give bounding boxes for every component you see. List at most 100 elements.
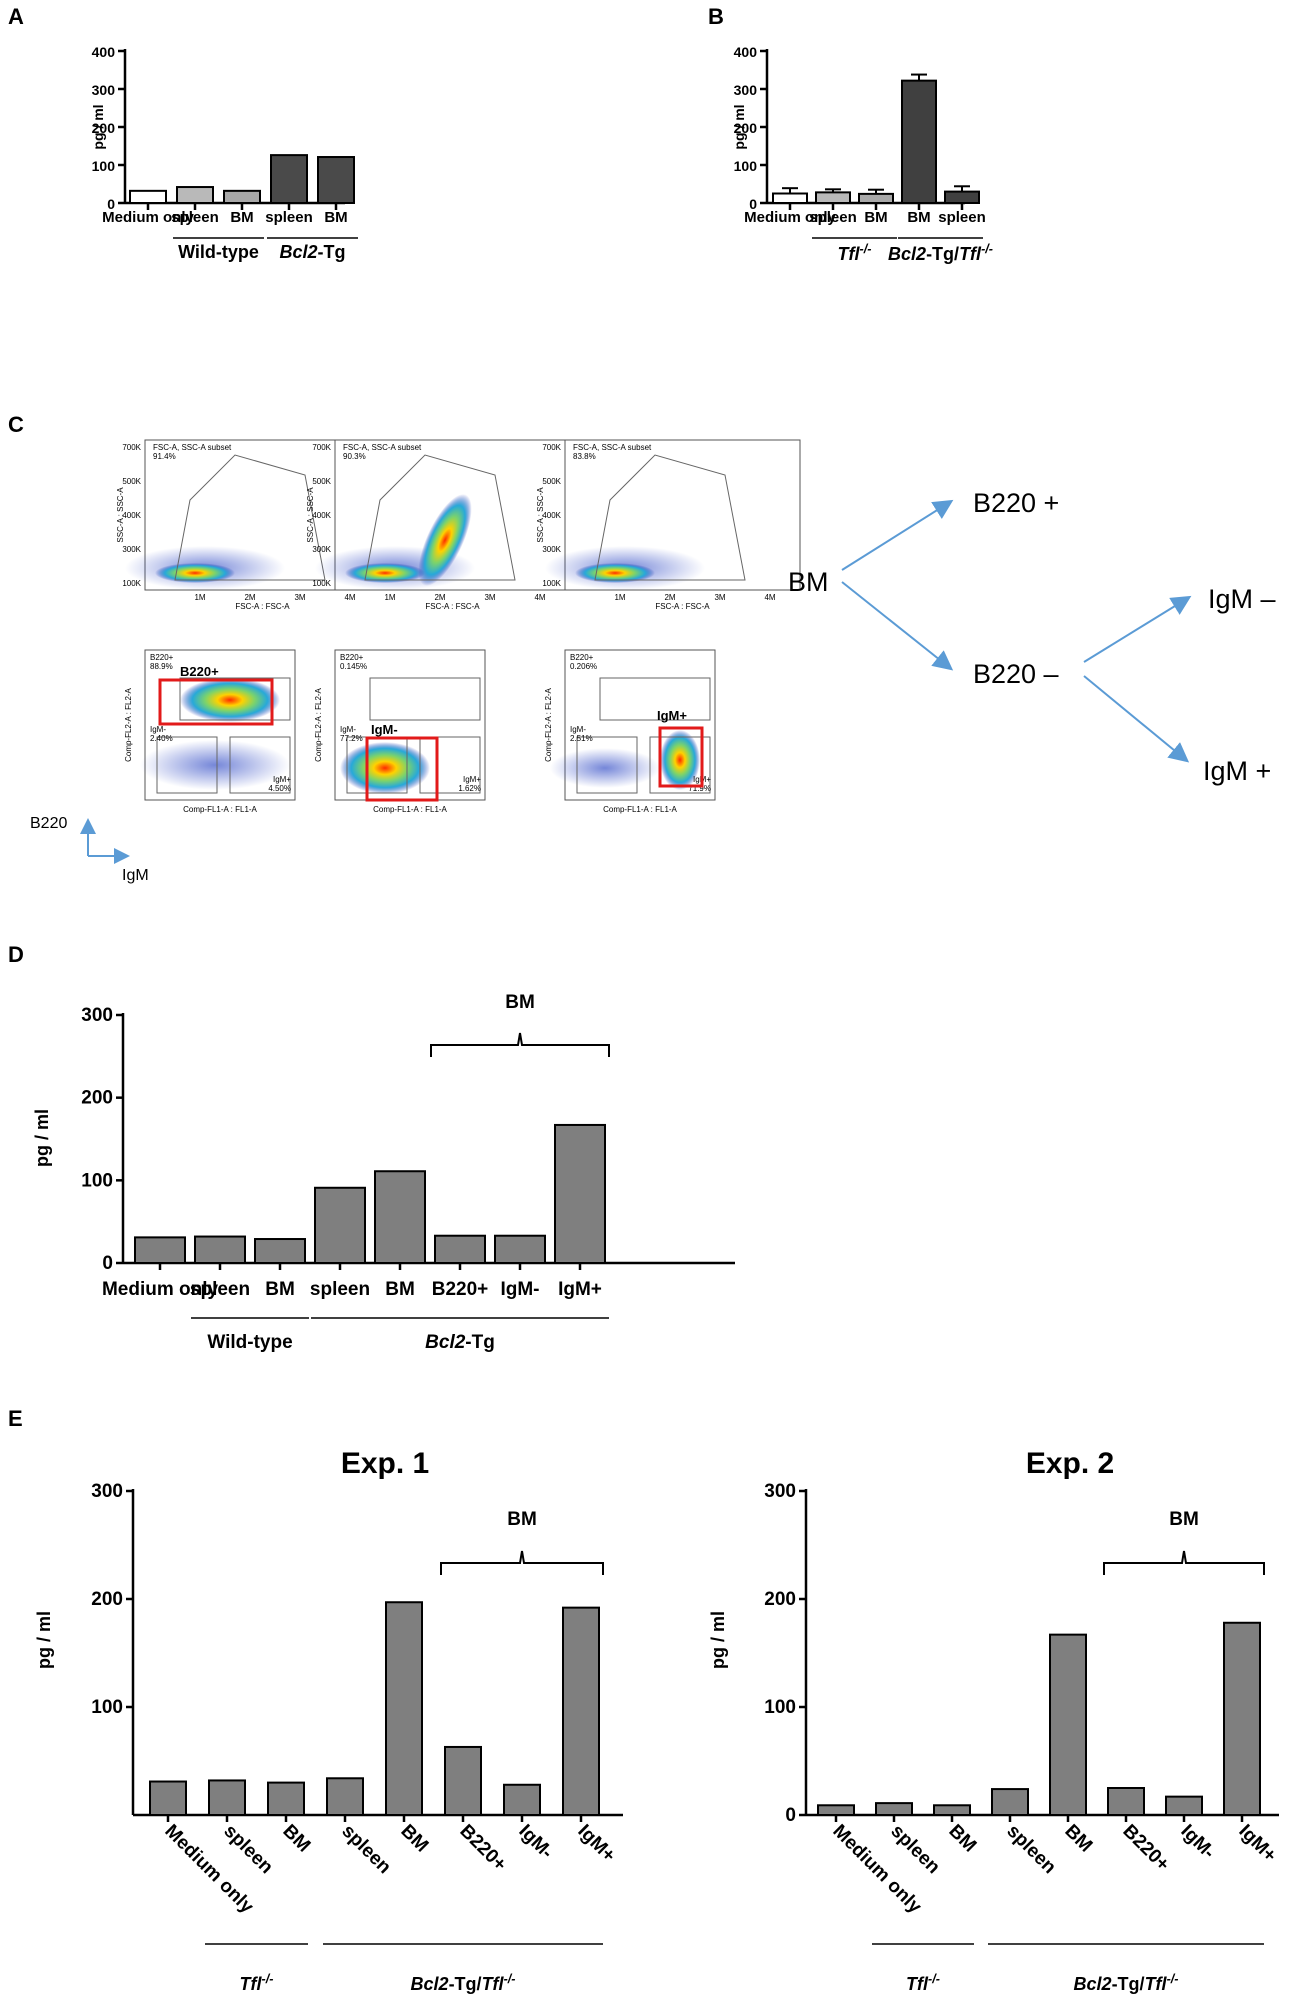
y-tick-label: 300K <box>312 545 331 554</box>
category-label: BM <box>385 1279 415 1300</box>
event-cloud <box>140 740 290 790</box>
axis-key-igm: IgM <box>122 867 149 884</box>
igm-plus-gate-name: IgM+ <box>463 775 481 784</box>
panel-letter-e: E <box>8 1406 23 1431</box>
y-tick-label: 0 <box>749 196 757 212</box>
gate-igm-minus <box>576 736 638 794</box>
x-tick-label: 2M <box>244 593 255 602</box>
y-tick-label: 300 <box>734 82 758 98</box>
category-label: Medium only <box>102 1279 219 1300</box>
x-axis-label: FSC-A : FSC-A <box>655 602 710 611</box>
group-label-part: Bcl2 <box>411 1974 449 1994</box>
category-label: BM <box>907 209 930 226</box>
y-axis-label: pg / ml <box>32 1109 52 1167</box>
y-axis-label: pg / ml <box>90 104 106 149</box>
y-tick-label: 100 <box>734 158 758 174</box>
bar-1 <box>134 1236 186 1264</box>
b220-igm-plot-3: B220+0.206%IgM-2.51%IgM+71.9%IgM+Comp-FL… <box>544 649 716 814</box>
event-density <box>660 730 700 790</box>
category-label: spleen <box>1002 1821 1059 1878</box>
bracket <box>1103 1550 1265 1575</box>
category-label: BM <box>265 1279 295 1300</box>
x-tick-label: 2M <box>664 593 675 602</box>
gate-percent: 91.4% <box>153 452 176 461</box>
y-tick-label: 300 <box>91 1481 123 1502</box>
igm-plus-gate-pct: 1.62% <box>458 784 481 793</box>
category-label: IgM+ <box>558 1279 602 1300</box>
panel-letter-b: B <box>708 4 724 29</box>
y-axis-label: Comp-FL2-A : FL2-A <box>124 687 133 761</box>
flow-scatter-row: FSC-A, SSC-A subset91.4%700K500K400K300K… <box>116 439 801 611</box>
y-tick-label: 700K <box>542 443 561 452</box>
x-axis-label: FSC-A : FSC-A <box>425 602 480 611</box>
group-label-part: Tfl <box>838 244 861 264</box>
group-label-part: Tfl <box>959 244 982 264</box>
gate-igm-minus <box>156 736 218 794</box>
igm-minus-gate-name: IgM- <box>150 725 166 734</box>
panel-letter-a: A <box>8 4 24 29</box>
group-label-part: -/- <box>504 1972 516 1986</box>
bar-1 <box>129 189 167 204</box>
b220-gate-name: B220+ <box>340 653 364 662</box>
bar-4 <box>270 154 308 204</box>
y-tick-label: 100 <box>91 1697 123 1718</box>
bar-1 <box>149 1780 187 1817</box>
group-label-part: -/- <box>981 242 993 256</box>
chart-title: Exp. 2 <box>1026 1447 1114 1480</box>
x-tick-label: 4M <box>764 593 775 602</box>
y-tick-label: 100K <box>542 579 561 588</box>
y-tick-label: 0 <box>102 1253 113 1274</box>
axis-key-b220: B220 <box>30 815 67 832</box>
flow-b220-igm-row: B220+88.9%IgM-2.40%IgM+4.50%B220+Comp-FL… <box>124 649 716 814</box>
x-tick-label: 4M <box>344 593 355 602</box>
b220-gate-name: B220+ <box>150 653 174 662</box>
bar-8 <box>554 1123 606 1264</box>
group-label: Tfl-/- <box>838 242 872 264</box>
y-tick-label: 400K <box>312 511 331 520</box>
gate-igm-plus <box>419 736 481 794</box>
arrow-bm-to-b220minus <box>841 581 954 671</box>
category-label: IgM+ <box>573 1821 619 1867</box>
highlight-gate <box>658 726 704 788</box>
bar-2 <box>875 1802 913 1816</box>
sorting-diagram: BM B220 + B220 – IgM – IgM + <box>788 488 1276 786</box>
b220-gate-pct: 0.206% <box>570 662 597 671</box>
group-label-part: Bcl2 <box>888 244 926 264</box>
panel-letter-d: D <box>8 942 24 967</box>
bracket-label: BM <box>1169 1509 1199 1530</box>
y-tick-label: 300K <box>542 545 561 554</box>
y-axis-label: pg / ml <box>731 104 747 149</box>
group-label: Tfl-/- <box>240 1972 274 1994</box>
event-density <box>180 678 280 722</box>
gate-polygon <box>594 454 746 581</box>
arrow-b220minus-to-igmminus <box>1083 595 1192 663</box>
y-tick-label: 200 <box>92 120 116 136</box>
group-label: Bcl2-Tg <box>425 1332 495 1353</box>
igm-minus-gate-name: IgM- <box>340 725 356 734</box>
category-label: BM <box>396 1821 432 1857</box>
gate-b220 <box>179 677 291 721</box>
group-label-part: Bcl2 <box>1074 1974 1112 1994</box>
x-axis-label: Comp-FL1-A : FL1-A <box>183 805 257 814</box>
y-tick-label: 100 <box>764 1697 796 1718</box>
category-label: B220+ <box>1118 1821 1173 1876</box>
category-label: BM <box>864 209 887 226</box>
category-label: Medium only <box>744 209 836 226</box>
bar-8 <box>562 1606 600 1817</box>
category-label: B220+ <box>455 1821 510 1876</box>
group-label-part: -Tg <box>465 1332 495 1353</box>
x-tick-label: 4M <box>534 593 545 602</box>
category-label: BM <box>230 209 253 226</box>
group-label-part: Tfl <box>1145 1974 1168 1994</box>
category-label: BM <box>1060 1821 1096 1857</box>
event-cloud <box>550 748 660 788</box>
bar-1 <box>817 1804 855 1817</box>
axis-key: B220 IgM <box>30 815 149 884</box>
bar-1 <box>772 192 808 204</box>
bar-2 <box>176 186 214 204</box>
bracket-label: BM <box>507 1509 537 1530</box>
bar-6 <box>1107 1787 1145 1816</box>
